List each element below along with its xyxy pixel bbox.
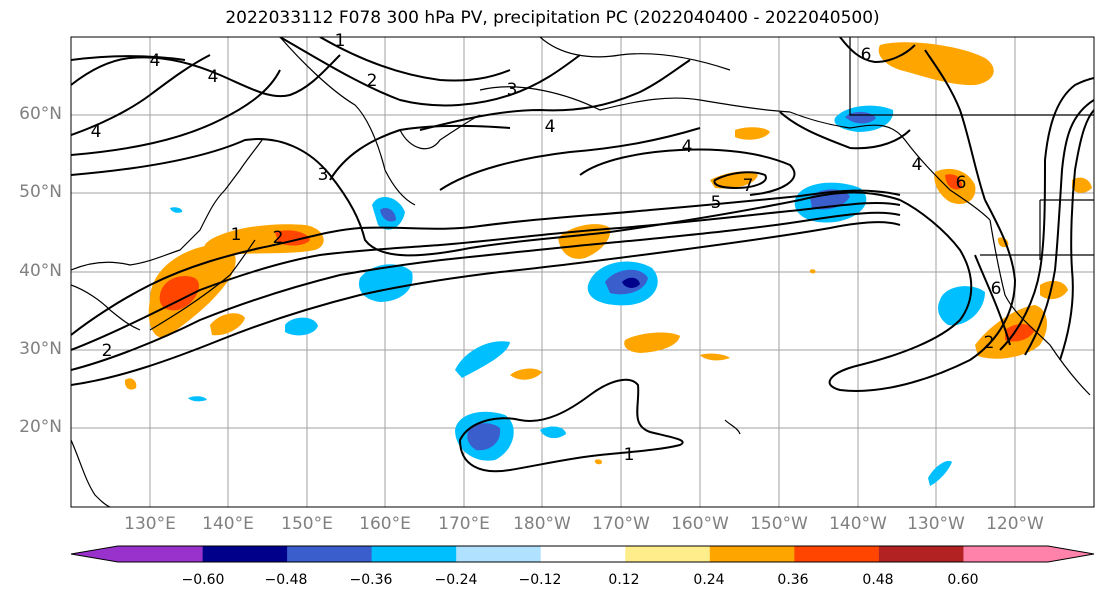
contour-label: 4 [912, 155, 923, 175]
colorbar-segment [456, 546, 542, 562]
lon-label: 170°E [438, 514, 490, 534]
colorbar-outline [70, 545, 1095, 563]
contour-label: 2 [367, 71, 378, 91]
precip-positive-shading [124, 42, 1092, 465]
contour-label: 6 [991, 279, 1002, 299]
contour-label: 6 [956, 173, 967, 193]
lon-label: 160°W [671, 514, 729, 534]
colorbar-tick-label: −0.60 [181, 572, 225, 588]
contour-label: 2 [984, 333, 995, 353]
lon-label: 150°E [281, 514, 333, 534]
colorbar-segment [287, 546, 373, 562]
lat-label-20n: 20°N [19, 417, 62, 437]
lon-label: 170°W [592, 514, 650, 534]
lon-label: 130°W [907, 514, 965, 534]
precip-negative-shading [170, 105, 985, 486]
pv-contours [71, 37, 1094, 473]
colorbar-segment [71, 546, 203, 562]
contour-label: 3 [507, 80, 518, 100]
colorbar-tick-label: 0.36 [777, 572, 809, 588]
colorbar-tick-label: 0.60 [947, 572, 979, 588]
colorbar-tick-label: 0.12 [608, 572, 640, 588]
lat-label-50n: 50°N [19, 182, 62, 202]
lat-label-60n: 60°N [19, 104, 62, 124]
colorbar-segment [878, 546, 964, 562]
contour-label: 2 [102, 341, 113, 361]
colorbar-segment [202, 546, 288, 562]
colorbar-tick-label: 0.24 [693, 572, 725, 588]
colorbar-tick-label: −0.12 [518, 572, 562, 588]
lon-label: 130°E [124, 514, 176, 534]
colorbar-segment [709, 546, 795, 562]
lon-label: 160°E [359, 514, 411, 534]
lon-label: 150°W [750, 514, 808, 534]
colorbar [70, 545, 1095, 563]
contour-label-group: 4 4 4 1 2 3 4 3 4 6 7 5 1 2 4 6 1 2 2 6 [91, 31, 1002, 465]
lat-label-30n: 30°N [19, 339, 62, 359]
colorbar-segment [794, 546, 880, 562]
map-title: 2022033112 F078 300 hPa PV, precipitatio… [225, 8, 880, 28]
lon-label: 140°E [202, 514, 254, 534]
contour-label: 4 [208, 67, 219, 87]
colorbar-tick-label: −0.24 [434, 572, 478, 588]
colorbar-tick-label: −0.48 [264, 572, 308, 588]
map-frame [70, 36, 1095, 508]
colorbar-segment [371, 546, 457, 562]
colorbar-tick-label: 0.48 [862, 572, 894, 588]
contour-label: 4 [682, 137, 693, 157]
colorbar-segment [963, 546, 1094, 562]
lat-label-40n: 40°N [19, 261, 62, 281]
contour-label: 1 [624, 445, 635, 465]
colorbar-tick-label: −0.36 [349, 572, 393, 588]
lon-label: 140°W [829, 514, 887, 534]
contour-label: 5 [711, 193, 722, 213]
lon-label: 180°W [513, 514, 571, 534]
colorbar-segment [625, 546, 711, 562]
contour-label: 7 [743, 176, 754, 196]
contour-label: 4 [91, 122, 102, 142]
contour-label: 1 [335, 31, 346, 51]
contour-label: 2 [273, 228, 284, 248]
contour-label: 6 [861, 45, 872, 65]
lon-label: 120°W [986, 514, 1044, 534]
contour-label: 4 [150, 51, 161, 71]
contour-label: 3 [318, 165, 329, 185]
colorbar-segment [540, 546, 626, 562]
contour-label: 4 [545, 117, 556, 137]
contour-label: 1 [231, 225, 242, 245]
